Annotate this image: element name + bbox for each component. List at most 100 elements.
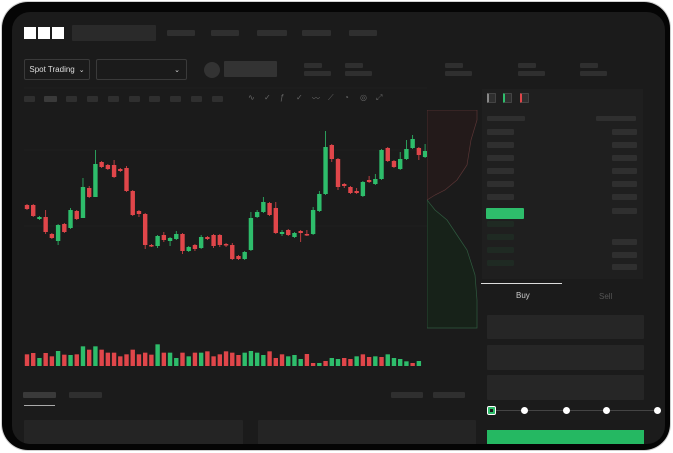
line-icon[interactable]: 〰 (312, 94, 320, 103)
slider-step[interactable] (654, 407, 661, 414)
filter-button[interactable] (433, 392, 465, 398)
buy-tab-indicator (481, 283, 562, 284)
nav-item[interactable] (257, 30, 287, 36)
timeframe-button[interactable] (212, 96, 223, 102)
volume-bar (379, 357, 384, 366)
volume-bar (87, 349, 92, 366)
volume-bar (360, 354, 366, 366)
bid-amount (612, 264, 637, 270)
candle (211, 235, 216, 246)
timeframe-button[interactable] (108, 96, 119, 102)
ask-amount (612, 181, 637, 187)
volume-bar (186, 356, 191, 366)
timeframe-button[interactable] (149, 96, 160, 102)
candlestick-chart[interactable] (12, 12, 665, 444)
volume-bar (254, 352, 260, 366)
slider-step[interactable] (521, 407, 528, 414)
timeframe-button[interactable] (66, 96, 77, 102)
tab-open-orders[interactable] (23, 392, 56, 398)
filter-button[interactable] (391, 392, 423, 398)
volume-bar (391, 358, 397, 366)
fx-icon[interactable]: ƒ (280, 93, 285, 102)
timeframe-button[interactable] (170, 96, 181, 102)
ruler-icon[interactable]: ⟋ (328, 93, 334, 102)
timeframe-button[interactable] (191, 96, 202, 102)
candle (354, 191, 359, 193)
ask-price (487, 194, 514, 200)
candle (80, 187, 86, 218)
nav-item[interactable] (349, 30, 377, 36)
nav-item[interactable] (302, 30, 331, 36)
tab-sell[interactable]: Sell (599, 292, 613, 301)
volume-bar (111, 352, 117, 366)
stat-value (345, 71, 372, 76)
volume-bar (323, 361, 328, 366)
gauge-icon[interactable]: ◔ (344, 93, 349, 102)
tab-buy[interactable]: Buy (516, 291, 530, 300)
slider-step[interactable] (603, 407, 610, 414)
bid-amount (612, 239, 637, 245)
wave-icon[interactable]: ∿ (248, 93, 255, 102)
candle (43, 217, 48, 232)
amount-slider[interactable] (491, 410, 657, 411)
volume-bar (242, 352, 247, 366)
ask-amount (612, 142, 637, 148)
amount-input[interactable] (487, 345, 644, 370)
volume-bar (230, 352, 235, 366)
volume-bar (62, 354, 67, 366)
timeframe-button[interactable] (44, 96, 57, 102)
tab-order-history[interactable] (69, 392, 102, 398)
nav-item[interactable] (167, 30, 195, 36)
volume-bar (74, 354, 79, 366)
timeframe-button[interactable] (87, 96, 98, 102)
candle (118, 169, 123, 171)
candle (99, 162, 104, 167)
volume-bar (342, 358, 347, 366)
ask-amount (612, 168, 637, 174)
fullscreen-icon[interactable]: ⤢ (376, 93, 383, 102)
volume-bar (304, 354, 310, 366)
candle (373, 179, 378, 184)
app-screen: Spot Trading ⌄ ⌄ ∿ ✓ ƒ ✓ 〰 ⟋ ◔ ◎ ⤢ Buy Sell (12, 12, 665, 444)
pair-selector[interactable]: ⌄ (96, 59, 187, 80)
stat-value (445, 71, 472, 76)
target-icon[interactable]: ◎ (360, 93, 367, 102)
okx-logo[interactable] (24, 27, 64, 39)
buy-button[interactable] (487, 430, 644, 444)
timeframe-button[interactable] (24, 96, 35, 102)
volume-bar (354, 356, 359, 366)
volume-bar (298, 359, 303, 366)
candle (124, 168, 129, 191)
volume-bar (286, 356, 291, 366)
candle (348, 187, 353, 193)
nav-item[interactable] (211, 30, 239, 36)
total-input[interactable] (487, 375, 644, 400)
search-input[interactable] (72, 25, 156, 41)
volume-bar (267, 351, 272, 366)
volume-bar (398, 359, 403, 366)
check-icon[interactable]: ✓ (264, 93, 271, 102)
spot-trading-selector[interactable]: Spot Trading ⌄ (24, 59, 90, 80)
bid-price (487, 260, 514, 266)
price-input[interactable] (487, 315, 644, 339)
bids-only-icon (503, 93, 512, 103)
volume-bar (180, 352, 185, 366)
volume-bar (317, 363, 322, 366)
chevron-down-icon: ⌄ (78, 66, 85, 74)
candle (248, 218, 254, 250)
chevron-icon[interactable]: ✓ (296, 93, 303, 102)
candle (68, 210, 73, 228)
volume-bar (279, 354, 285, 366)
bid-amount (612, 252, 637, 258)
candle (62, 224, 67, 232)
orderbook-header-price (487, 116, 525, 121)
candle (416, 148, 422, 155)
candle (317, 194, 322, 211)
volume-bar (310, 363, 316, 366)
candle (398, 159, 403, 169)
slider-step[interactable] (563, 407, 570, 414)
slider-step[interactable] (487, 406, 496, 415)
ask-amount (612, 208, 637, 214)
volume-bar (248, 351, 254, 366)
timeframe-button[interactable] (129, 96, 140, 102)
